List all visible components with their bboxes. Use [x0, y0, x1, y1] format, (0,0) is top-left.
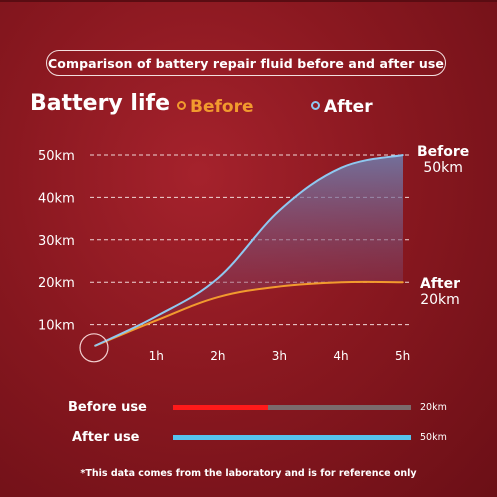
x-tick-label: 2h: [210, 349, 225, 363]
chart-title: Comparison of battery repair fluid befor…: [46, 50, 446, 76]
y-tick-label: 20km: [38, 276, 75, 291]
before-use-fill: [173, 405, 269, 410]
x-tick-label: 3h: [272, 349, 287, 363]
y-tick-label: 10km: [38, 319, 75, 334]
data-point-before: [217, 296, 219, 298]
top-border: [0, 0, 497, 2]
data-point-after: [94, 345, 96, 347]
legend-before-label: Before: [190, 97, 254, 117]
difference-area: [95, 155, 403, 346]
series-line-before: [94, 280, 404, 347]
upper-end-title: Before: [417, 144, 470, 160]
data-point-after: [279, 209, 281, 211]
before-use-label: Before use: [68, 400, 147, 415]
x-tick-label: 4h: [333, 349, 348, 363]
upper-end-label: Before 50km: [417, 144, 469, 176]
before-use-value: 20km: [420, 402, 447, 413]
lower-end-value: 20km: [420, 292, 460, 308]
data-point-before: [340, 281, 343, 284]
legend-after-label: After: [324, 97, 373, 117]
lower-end-title: After: [420, 276, 461, 292]
legend-before: Before: [177, 97, 253, 117]
after-use-label: After use: [72, 430, 140, 445]
y-tick-label: 40km: [38, 191, 75, 206]
chart-title-text: Comparison of battery repair fluid befor…: [47, 55, 445, 71]
legend-circle-icon: [311, 100, 320, 110]
heading: Battery life: [30, 91, 170, 116]
data-point-before: [402, 281, 404, 284]
before-use-row: Before use 20km: [0, 398, 497, 418]
data-point-before: [279, 285, 281, 288]
footnote: *This data comes from the laboratory and…: [80, 468, 417, 479]
origin-circle: [79, 333, 109, 363]
data-point-after: [340, 166, 343, 169]
after-use-fill: [173, 435, 411, 440]
upper-end-value: 50km: [423, 160, 463, 176]
legend-circle-icon: [177, 100, 186, 110]
x-tick-label: 1h: [149, 349, 164, 363]
after-use-value: 50km: [420, 432, 447, 443]
data-point-before: [155, 319, 158, 322]
data-point-after: [217, 277, 219, 279]
legend-after: After: [311, 97, 373, 117]
after-use-row: After use 50km: [0, 428, 497, 448]
data-point-after: [155, 315, 158, 317]
y-tick-label: 30km: [38, 234, 75, 249]
lower-end-label: After 20km: [420, 276, 460, 308]
x-tick-label: 5h: [395, 349, 410, 363]
data-point-after: [402, 154, 404, 156]
before-use-track: [173, 405, 411, 410]
after-use-track: [173, 435, 411, 440]
y-tick-label: 50km: [38, 149, 75, 164]
